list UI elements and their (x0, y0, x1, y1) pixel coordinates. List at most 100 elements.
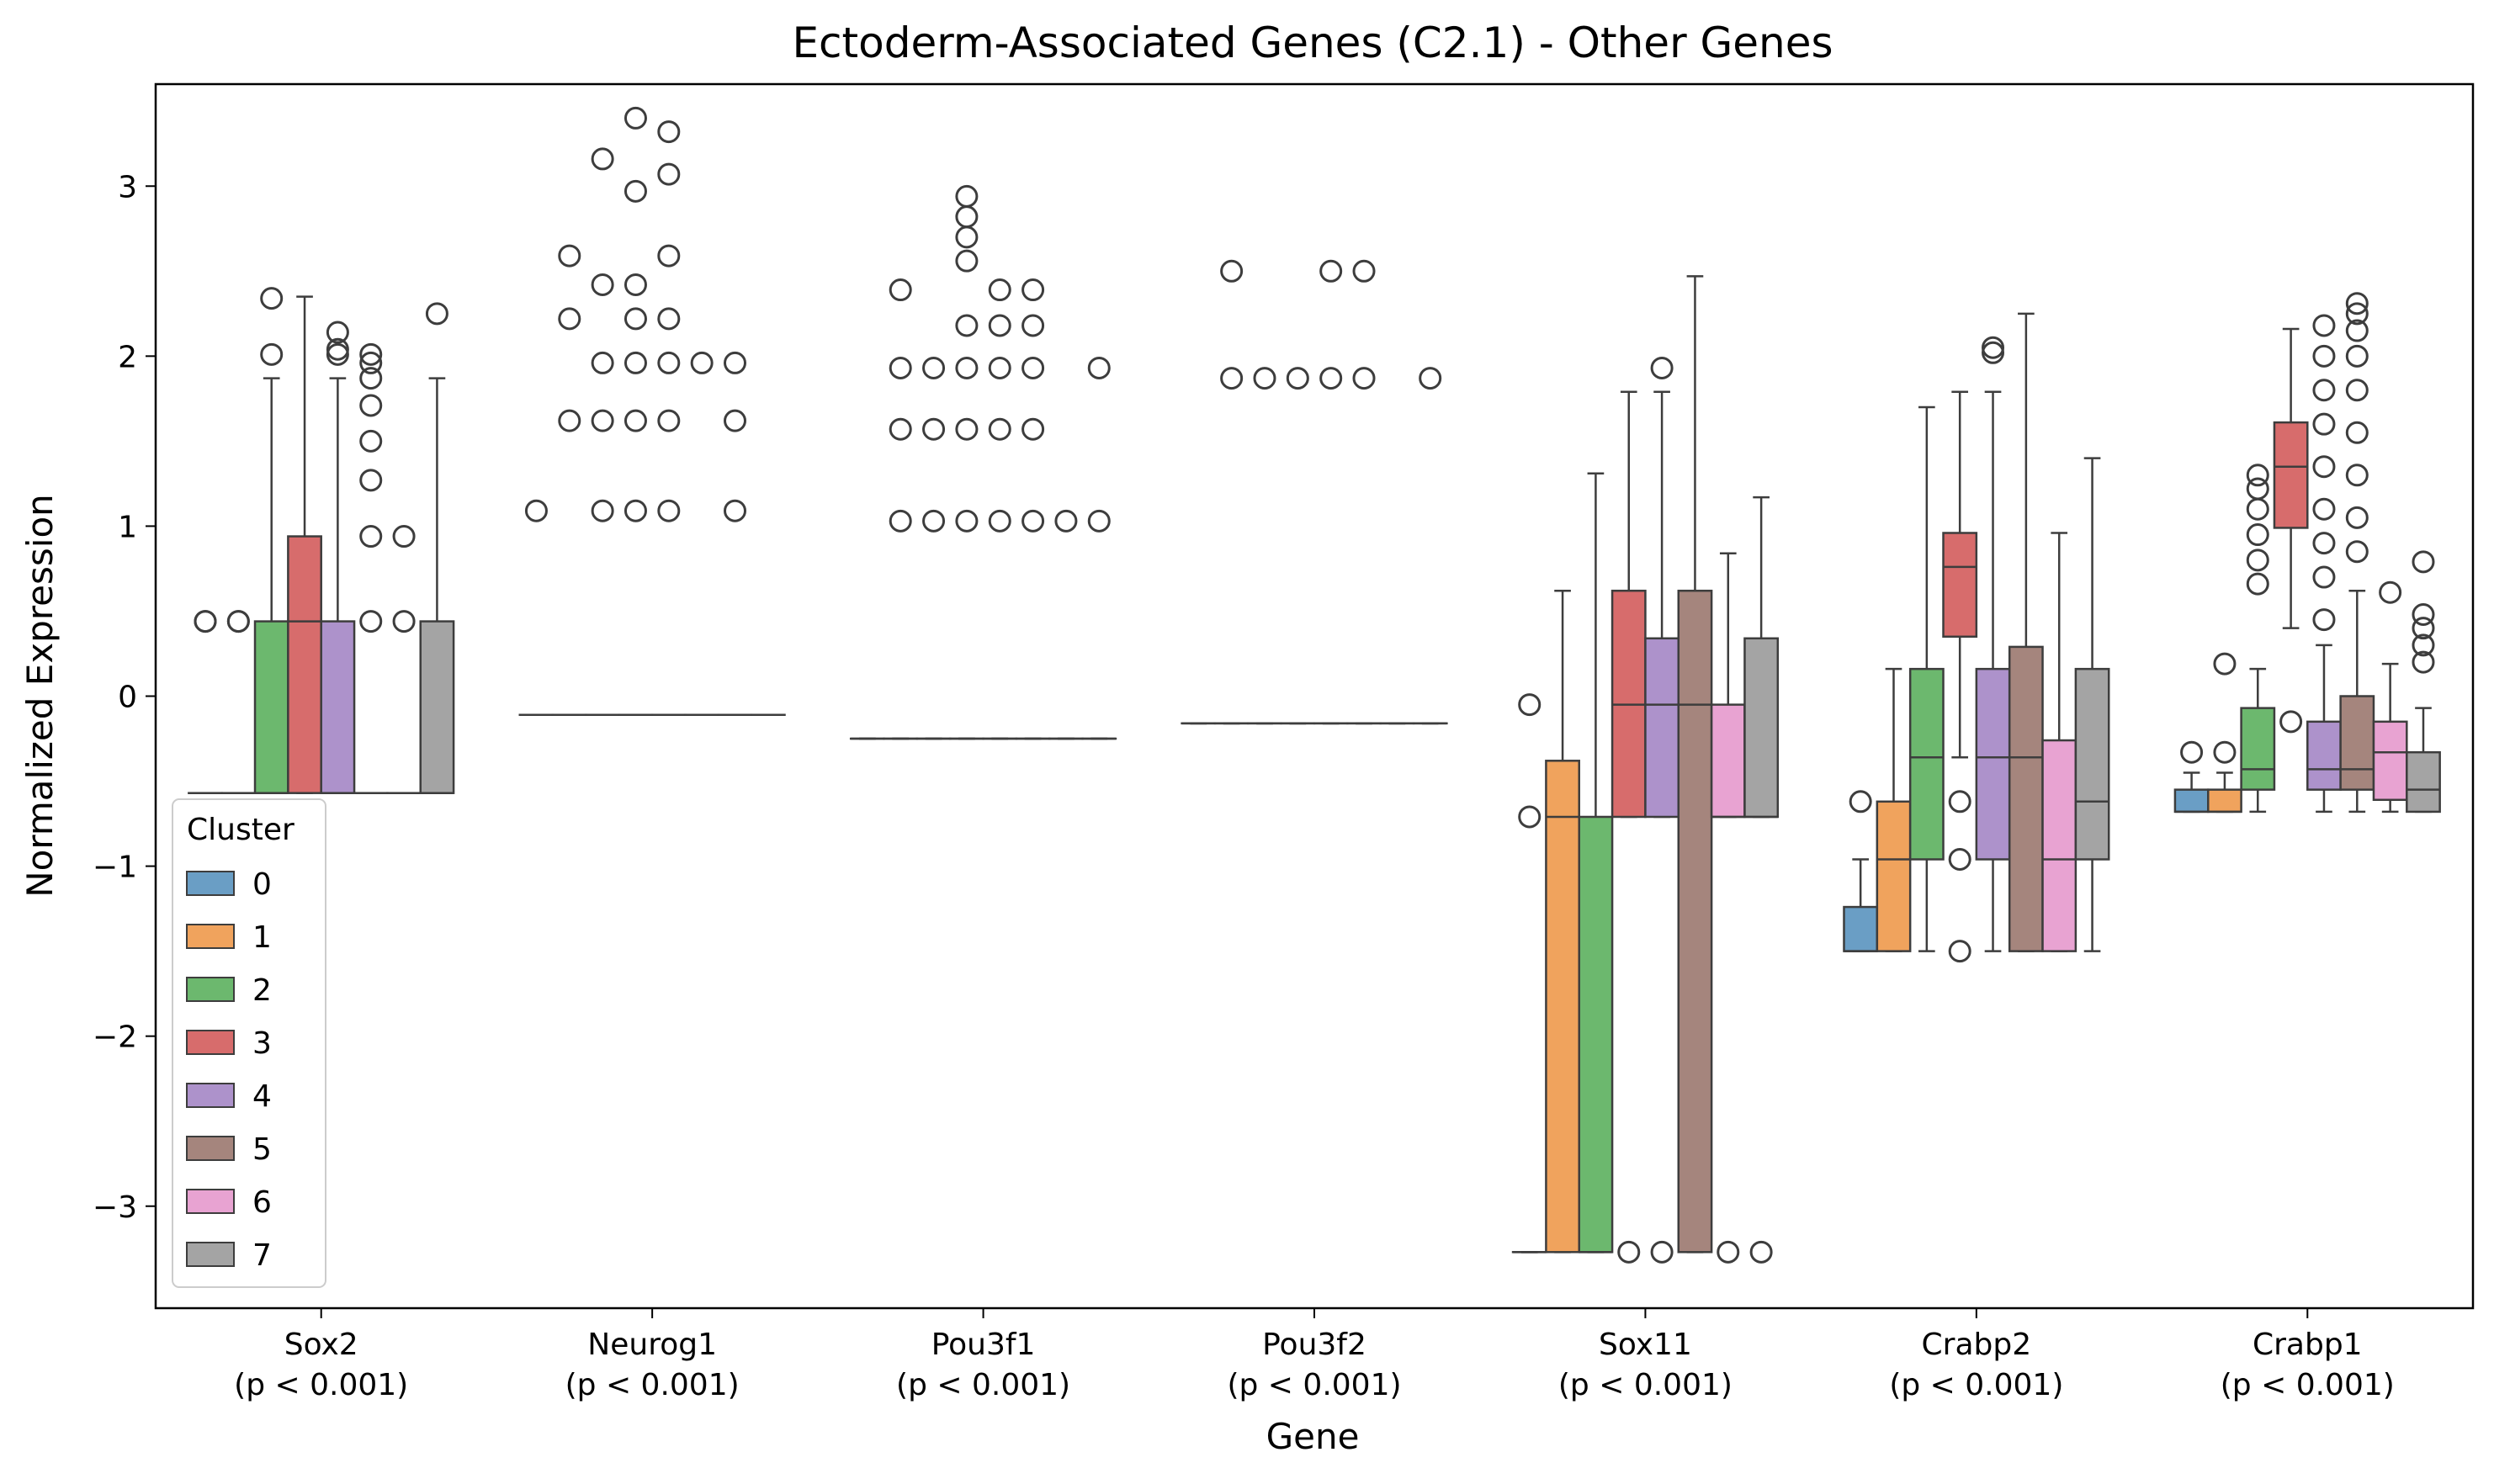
outlier-point (2412, 617, 2435, 640)
outlier-point (1518, 693, 1542, 717)
box-cluster-3 (1610, 390, 1647, 1264)
outlier-point (624, 106, 647, 130)
box-cluster-1 (1876, 667, 1912, 952)
outlier-point (558, 307, 581, 331)
outlier-point (624, 273, 647, 296)
outlier-point (1518, 805, 1542, 829)
outlier-point (1286, 367, 1309, 390)
outlier-point (425, 302, 448, 326)
x-tick-label-gene: Sox2 (284, 1328, 358, 1362)
box-body (2008, 645, 2044, 952)
outlier-point (1617, 1240, 1641, 1264)
box-cluster-5 (2339, 292, 2375, 814)
box-cluster-2 (1247, 367, 1282, 725)
outlier-point (1021, 356, 1045, 379)
outlier-point (591, 351, 614, 374)
outlier-point (1352, 259, 1376, 283)
y-tick-label: 3 (118, 170, 137, 204)
outlier-point (1054, 509, 1078, 533)
legend-swatch (186, 924, 235, 949)
outlier-point (889, 356, 912, 379)
outlier-point (2312, 497, 2336, 521)
outlier-point (624, 499, 647, 522)
x-tick-label-pvalue: (p < 0.001) (1889, 1368, 2063, 1402)
outlier-point (988, 509, 1011, 533)
legend-label: 6 (252, 1185, 272, 1220)
outlier-point (955, 249, 979, 273)
box-body (2306, 720, 2342, 791)
box-body (2406, 750, 2441, 814)
x-tick-label-gene: Crabp1 (2253, 1328, 2363, 1362)
outlier-point (2180, 740, 2204, 764)
outlier-point (690, 351, 714, 374)
outlier-point (2246, 464, 2269, 487)
outlier-point (1749, 1240, 1773, 1264)
box-cluster-0 (1843, 790, 1879, 952)
x-axis-ticks: Sox2 (p < 0.001) Neurog1 (p < 0.001) Pou3f1 (… (234, 1308, 2395, 1402)
outlier-point (624, 409, 647, 432)
outlier-point (988, 417, 1011, 441)
outlier-point (955, 225, 979, 249)
outlier-point (1650, 356, 1674, 379)
y-tick-label: 2 (118, 340, 137, 374)
outlier-point (2345, 421, 2369, 444)
legend-swatch (186, 1030, 235, 1055)
outlier-point (392, 525, 416, 549)
outlier-point (2345, 302, 2369, 326)
box-cluster-2 (585, 147, 621, 716)
outlier-point (1948, 790, 1971, 814)
box-cluster-4 (1644, 356, 1680, 1264)
box-body (1843, 905, 1879, 952)
box-body (2074, 667, 2110, 861)
outlier-point (955, 205, 979, 229)
outlier-point (724, 499, 746, 522)
box-cluster-3 (618, 106, 654, 716)
outlier-point (2312, 565, 2336, 589)
y-tick-label: −1 (93, 851, 137, 885)
outlier-point (922, 356, 946, 379)
box-body (1710, 703, 1746, 819)
outlier-point (359, 525, 383, 549)
outlier-point (2246, 572, 2269, 596)
outlier-point (1717, 1240, 1740, 1264)
legend-swatch (186, 1242, 235, 1267)
box-cluster-1 (220, 610, 257, 794)
x-tick-label-pvalue: (p < 0.001) (234, 1368, 408, 1402)
y-axis-ticks: −3 −2 −1 0 1 2 3 (93, 170, 156, 1225)
y-tick-label: 1 (118, 510, 137, 544)
outlier-point (1087, 356, 1111, 379)
outlier-point (724, 409, 746, 432)
box-cluster-5 (2008, 312, 2044, 952)
outlier-point (1087, 509, 1111, 533)
outlier-point (2312, 455, 2336, 479)
x-axis-label: Gene (1266, 1416, 1360, 1457)
outlier-point (2246, 549, 2269, 572)
outlier-point (955, 417, 979, 441)
outlier-point (359, 394, 383, 417)
outlier-point (2312, 412, 2336, 436)
outlier-point (2412, 550, 2435, 574)
outlier-point (955, 184, 979, 208)
outlier-point (591, 409, 614, 432)
box-cluster-6 (386, 525, 422, 794)
outlier-point (624, 307, 647, 331)
box-plot-marks (188, 106, 2441, 1264)
box-cluster-1 (551, 244, 587, 716)
legend-label: 7 (252, 1238, 272, 1273)
outlier-point (2412, 650, 2435, 674)
box-cluster-4 (982, 278, 1018, 740)
box-body (419, 620, 455, 794)
outlier-point (2246, 497, 2269, 521)
outlier-point (955, 356, 979, 379)
box-cluster-0 (518, 499, 555, 716)
box-cluster-5 (1015, 278, 1051, 740)
legend-swatch (186, 977, 235, 1002)
outlier-point (657, 244, 681, 268)
outlier-point (260, 287, 284, 310)
outlier-point (657, 499, 681, 522)
outlier-point (2246, 477, 2269, 501)
box-cluster-5 (1346, 259, 1382, 725)
outlier-point (2312, 608, 2336, 632)
chart-title: Ectoderm-Associated Genes (C2.1) - Other… (792, 19, 1833, 67)
